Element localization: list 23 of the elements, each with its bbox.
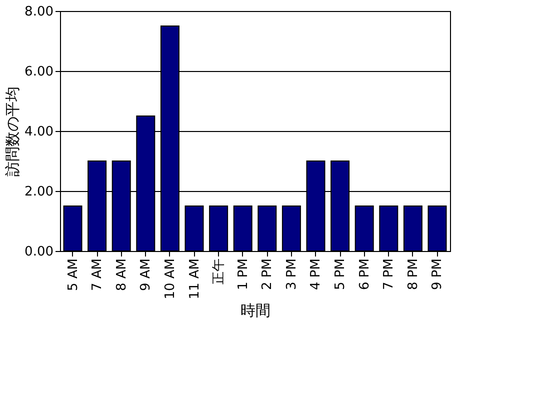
x-tick-label: 8 PM	[406, 258, 421, 290]
x-tick-label: 5 AM	[66, 258, 81, 292]
y-tick-label: 0.00	[24, 244, 54, 260]
x-tick-label: 1 PM	[236, 258, 251, 290]
x-tick-label: 9 PM	[430, 258, 446, 290]
y-tick-label: 4.00	[24, 124, 54, 140]
x-tick-label: 8 AM	[114, 258, 130, 292]
x-tick-label: 10 AM	[162, 258, 178, 300]
x-tick-label: 7 AM	[90, 258, 106, 292]
x-tick-label: 9 AM	[138, 258, 154, 292]
y-tick-label: 2.00	[24, 184, 54, 200]
x-tick-label: 正午	[212, 258, 227, 284]
x-tick-label: 4 PM	[308, 258, 324, 290]
x-tick-label: 6 PM	[357, 258, 372, 290]
y-axis-title: 訪問数の平均	[4, 86, 22, 176]
x-tick-label: 3 PM	[284, 258, 300, 290]
x-tick-label: 11 AM	[187, 258, 202, 300]
x-axis-title: 時間	[240, 301, 270, 320]
x-tick-label: 5 PM	[333, 258, 348, 290]
y-tick-label: 8.00	[24, 4, 54, 20]
x-tick-label: 2 PM	[260, 258, 276, 290]
y-tick-label: 6.00	[24, 64, 54, 80]
x-tick-label: 7 PM	[382, 258, 397, 290]
